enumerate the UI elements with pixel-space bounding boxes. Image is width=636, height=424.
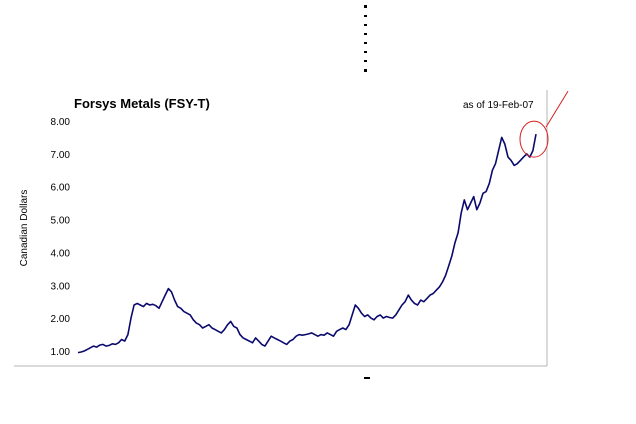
y-tick-label: 2.00 — [51, 314, 71, 325]
y-tick-label: 3.00 — [51, 281, 71, 292]
chart-title: Forsys Metals (FSY-T) — [74, 96, 210, 111]
y-tick-label: 5.00 — [51, 216, 71, 227]
y-tick-label: 4.00 — [51, 248, 71, 259]
highlight-circle — [519, 120, 549, 158]
highlight-pointer-line — [545, 90, 569, 128]
page-separator-top — [364, 5, 367, 72]
y-tick-label: 1.00 — [51, 347, 71, 358]
y-tick-label: 6.00 — [51, 183, 71, 194]
y-axis-label: Canadian Dollars — [19, 190, 30, 267]
price-series-line — [77, 133, 537, 354]
y-tick-label: 8.00 — [51, 117, 71, 128]
chart-subtitle: as of 19-Feb-07 — [463, 100, 534, 111]
highlight-annotation — [519, 90, 569, 158]
y-tick-labels: 1.00 2.00 3.00 4.00 5.00 6.00 7.00 8.00 — [51, 117, 71, 358]
page-separator-bottom — [364, 377, 370, 379]
y-tick-label: 7.00 — [51, 150, 71, 161]
